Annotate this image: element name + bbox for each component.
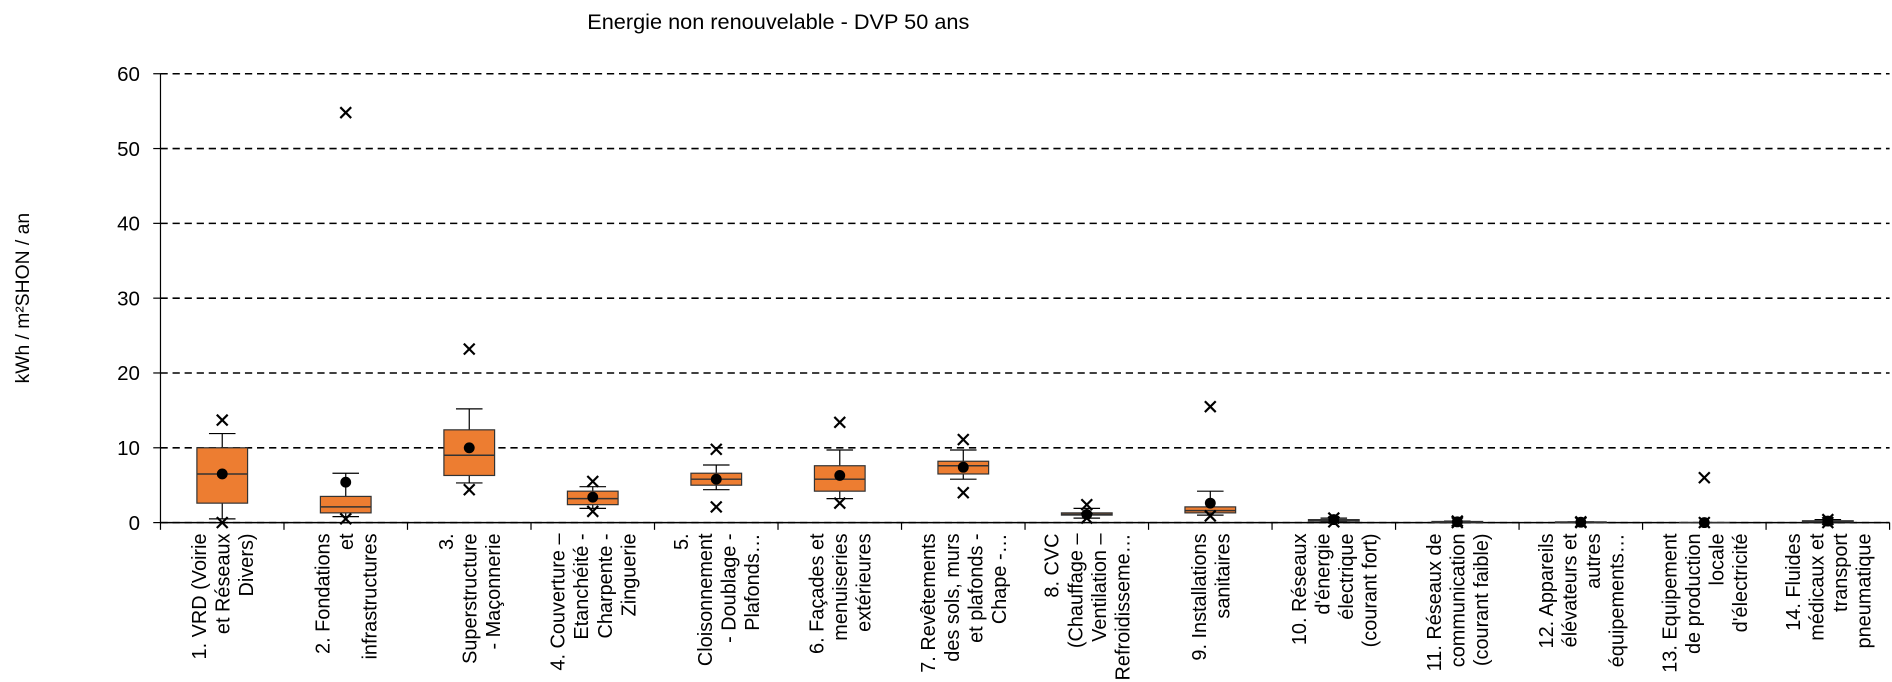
cross-stroke	[833, 416, 846, 429]
extreme-marker	[1204, 400, 1217, 413]
box	[196, 447, 249, 504]
y-axis-label: kWh / m²SHON / an	[13, 213, 34, 383]
mean	[1451, 516, 1463, 528]
y-tick-label: 0	[129, 512, 140, 535]
y-tick-label: 40	[117, 213, 140, 236]
chart-title: Energie non renouvelable - DVP 50 ans	[587, 9, 969, 34]
extreme-marker	[586, 505, 599, 518]
x-tick-label: 6. Façades etmenuiseriesextérieures	[806, 533, 875, 654]
cross-stroke	[833, 496, 846, 510]
extreme-marker	[216, 413, 229, 427]
cross-stroke	[1080, 498, 1093, 511]
cross-stroke	[216, 413, 229, 427]
y-tick-label: 30	[117, 287, 140, 310]
cross-stroke	[586, 475, 599, 488]
extreme-marker	[586, 475, 599, 488]
mean	[587, 491, 599, 503]
extreme-marker	[957, 486, 970, 499]
mean	[710, 473, 722, 485]
cross-stroke	[339, 106, 352, 119]
box	[319, 495, 372, 514]
mean	[1081, 508, 1093, 520]
extreme-marker	[1204, 509, 1217, 523]
x-tick-label: 11. Réseaux decommunication(courant faib…	[1424, 533, 1493, 671]
mean	[1204, 497, 1216, 509]
extreme-marker	[216, 516, 229, 529]
extreme-marker	[833, 496, 846, 510]
mean	[1575, 516, 1587, 528]
extreme-marker	[710, 443, 723, 456]
mean	[957, 461, 969, 473]
y-tick-label: 10	[117, 437, 140, 460]
cross-stroke	[586, 505, 599, 518]
cross-stroke	[957, 433, 970, 446]
mean	[463, 442, 475, 454]
x-tick-label: 4. Couverture –Etanchéité -Charpente -Zi…	[548, 533, 641, 671]
extreme-marker	[463, 483, 476, 496]
cross-stroke	[1204, 400, 1217, 413]
mean	[834, 470, 846, 481]
x-tick-label: 10. Réseauxd'énergieélectrique(courant f…	[1289, 533, 1382, 647]
cross-stroke	[463, 342, 476, 356]
x-tick-label: 3.Superstructure- Maçonnerie	[436, 533, 505, 663]
x-tick-label: 7. Revêtementsdes sols, murset plafonds …	[918, 533, 1011, 672]
cross-stroke	[216, 516, 229, 529]
cross-stroke	[1698, 471, 1711, 484]
extreme-marker	[339, 512, 352, 526]
extreme-marker	[1698, 471, 1711, 484]
cross-stroke	[463, 483, 476, 496]
x-tick-label: 2. Fondationsetinfrastructures	[312, 533, 381, 659]
extreme-marker	[463, 342, 476, 356]
x-tick-label: 13. Equipementde productionlocaled'élect…	[1659, 533, 1752, 673]
extreme-marker	[339, 106, 352, 119]
mean	[1328, 514, 1340, 526]
cross-stroke	[957, 486, 970, 499]
extreme-marker	[957, 433, 970, 446]
x-tick-label: 12. Appareilsélévateurs etautreséquipeme…	[1536, 533, 1629, 667]
y-tick-label: 50	[117, 138, 140, 161]
cross-stroke	[1204, 509, 1217, 523]
mean	[340, 476, 352, 488]
x-tick-label: 14. Fluidesmédicaux ettransportpneumatiq…	[1783, 533, 1876, 648]
extreme-marker	[710, 500, 723, 514]
mean	[216, 468, 228, 480]
x-tick-label: 8. CVC(Chauffage –Ventilation –Refroidis…	[1042, 533, 1135, 681]
mean	[1822, 515, 1834, 527]
x-tick-label: 5.Cloisonnement- Doublage -Plafonds…	[671, 533, 764, 666]
extreme-marker	[833, 416, 846, 429]
y-tick-label: 20	[117, 362, 140, 385]
x-tick-label: 9. Installationssanitaires	[1189, 533, 1235, 660]
extreme-marker	[1080, 498, 1093, 511]
mean	[1698, 517, 1710, 529]
cross-stroke	[710, 443, 723, 456]
cross-stroke	[339, 512, 352, 526]
y-tick-label: 60	[117, 63, 140, 86]
x-tick-label: 1. VRD (Voirieet RéseauxDivers)	[189, 533, 258, 659]
cross-stroke	[710, 500, 723, 514]
